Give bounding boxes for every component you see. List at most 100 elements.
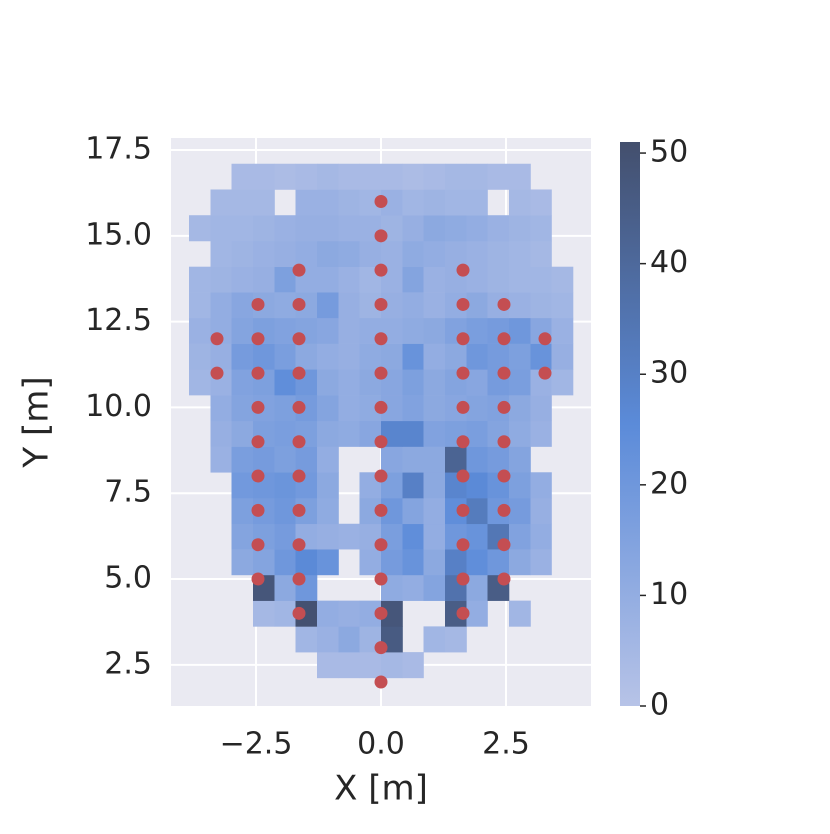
hist-cell xyxy=(317,189,339,216)
hist-cell xyxy=(445,343,467,370)
colorbar xyxy=(620,142,640,706)
scatter-point xyxy=(292,503,306,517)
hist-cell xyxy=(402,446,424,473)
y-tick-label: 2.5 xyxy=(104,646,152,681)
hist-cell xyxy=(530,523,552,550)
hist-cell xyxy=(274,395,296,422)
hist-cell xyxy=(338,266,360,293)
hist-cell xyxy=(509,498,531,525)
hist-cell xyxy=(487,446,510,473)
hist-cell xyxy=(530,240,552,268)
scatter-point xyxy=(210,366,224,380)
hist-cell xyxy=(402,189,424,216)
hist-cell xyxy=(402,240,424,268)
hist-cell xyxy=(466,472,488,499)
hist-cell xyxy=(317,266,339,293)
hist-cell xyxy=(338,292,360,319)
hist-cell xyxy=(551,266,574,293)
hist-cell xyxy=(509,189,531,216)
hist-cell xyxy=(402,523,424,550)
colorbar-tick-label: 0 xyxy=(650,688,669,723)
scatter-point xyxy=(251,469,265,483)
hist-cell xyxy=(253,343,275,370)
scatter-point xyxy=(538,366,552,380)
hist-cell xyxy=(530,420,552,447)
scatter-point xyxy=(374,297,388,311)
hist-cell xyxy=(189,292,211,319)
hist-cell xyxy=(338,523,360,550)
scatter-point xyxy=(538,332,552,346)
hist-cell xyxy=(402,215,424,242)
hist-cell xyxy=(466,395,488,422)
hist-cell xyxy=(530,549,552,576)
hist-cell xyxy=(466,446,488,473)
scatter-point xyxy=(210,332,224,346)
hist-cell xyxy=(231,472,254,499)
scatter-point xyxy=(251,503,265,517)
hist-cell xyxy=(274,215,296,242)
colorbar-tick-label: 20 xyxy=(650,466,688,501)
scatter-point xyxy=(374,366,388,380)
hist-cell xyxy=(402,472,424,499)
hist-cell xyxy=(338,343,360,370)
hist-cell xyxy=(509,215,531,242)
hist-cell xyxy=(466,574,488,601)
hist-cell xyxy=(359,395,382,422)
colorbar-tick-label: 40 xyxy=(650,245,688,280)
hist-cell xyxy=(231,446,254,473)
hist-cell xyxy=(487,240,510,268)
scatter-point xyxy=(292,332,306,346)
hist-cell xyxy=(487,215,510,242)
scatter-point xyxy=(292,435,306,449)
hist-cell xyxy=(402,266,424,293)
hist-cell xyxy=(509,549,531,576)
hist-cell xyxy=(466,420,488,447)
hist-cell xyxy=(253,600,275,627)
hist-cell xyxy=(402,395,424,422)
hist-cell xyxy=(189,317,211,344)
hist-cell xyxy=(253,240,275,268)
scatter-point xyxy=(292,606,306,620)
scatter-point xyxy=(251,538,265,552)
hist-cell xyxy=(274,523,296,550)
hist-cell xyxy=(551,317,574,344)
hist-cell xyxy=(231,395,254,422)
hist-cell xyxy=(423,472,446,499)
hist-cell xyxy=(359,240,382,268)
hist-cell xyxy=(509,317,531,344)
hist-cell xyxy=(317,240,339,268)
hist-cell xyxy=(359,600,382,627)
hist-cell xyxy=(338,240,360,268)
scatter-point xyxy=(292,263,306,277)
hist-cell xyxy=(381,600,403,627)
hist-cell xyxy=(317,420,339,447)
hist-cell xyxy=(338,420,360,447)
hist-cell xyxy=(509,240,531,268)
x-axis-label: X [m] xyxy=(334,769,428,809)
hist-cell xyxy=(210,189,232,216)
hist-cell xyxy=(445,549,467,576)
hist-cell xyxy=(317,369,339,396)
y-tick-label: 17.5 xyxy=(85,132,152,167)
hist-cell xyxy=(317,163,339,190)
hist-cell xyxy=(423,189,446,216)
scatter-point xyxy=(251,400,265,414)
hist-cell xyxy=(402,420,424,447)
hist-cell xyxy=(210,292,232,319)
hist-cell xyxy=(253,163,275,190)
hist-cell xyxy=(530,266,552,293)
hist-cell xyxy=(551,292,574,319)
hist-cell xyxy=(509,343,531,370)
hist-cell xyxy=(423,240,446,268)
hist-cell xyxy=(338,317,360,344)
hist-cell xyxy=(466,292,488,319)
hist-cell xyxy=(466,600,488,627)
scatter-point xyxy=(374,606,388,620)
hist-cell xyxy=(317,652,339,679)
scatter-point xyxy=(251,297,265,311)
hist-cell xyxy=(509,472,531,499)
hist-cell xyxy=(466,523,488,550)
hist-cell xyxy=(231,549,254,576)
hist-cell xyxy=(189,343,211,370)
